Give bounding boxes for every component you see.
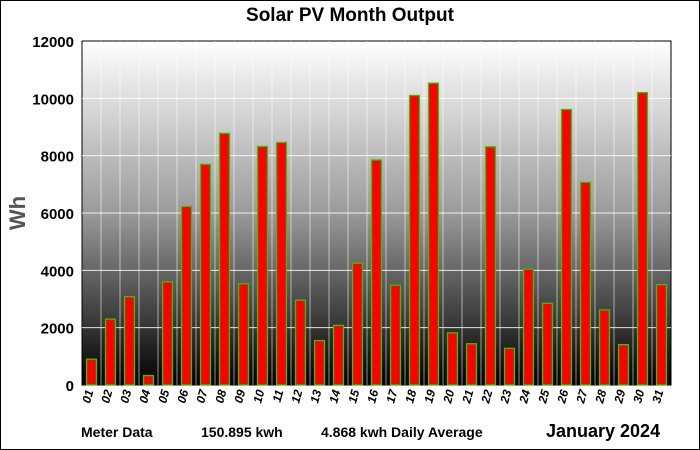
- x-tick-label: 12: [288, 388, 305, 405]
- bar: [560, 108, 573, 386]
- x-tick-label: 05: [155, 388, 172, 405]
- bar-series: [85, 82, 668, 386]
- bar: [161, 281, 174, 386]
- chart-title: Solar PV Month Output: [246, 5, 455, 26]
- bar: [389, 284, 402, 386]
- y-tick-label: 0: [66, 378, 74, 395]
- y-tick-label: 8000: [41, 149, 74, 166]
- bar: [370, 159, 383, 386]
- x-tick-label: 24: [516, 388, 533, 406]
- bar: [655, 284, 668, 386]
- x-tick-label: 27: [573, 387, 591, 406]
- bar: [104, 318, 117, 386]
- grid-lines: [82, 41, 671, 385]
- x-tick-label: 07: [193, 387, 210, 405]
- x-tick-label: 15: [345, 388, 362, 405]
- daily-average: 4.868 kwh Daily Average: [321, 424, 483, 440]
- x-tick-label: 11: [270, 388, 287, 404]
- month-label: January 2024: [546, 421, 661, 441]
- x-tick-label: 02: [98, 388, 115, 405]
- bar: [579, 181, 592, 386]
- x-tick-label: 23: [497, 388, 514, 406]
- x-axis-ticks: 01 02 03 04 05 06 07 08 09 10 11 12 13 14 15 16 17 18 19 20…: [79, 387, 666, 406]
- y-tick-label: 12000: [32, 34, 74, 51]
- total-energy: 150.895 kwh: [201, 424, 283, 440]
- bar: [636, 91, 649, 386]
- bar: [465, 343, 478, 386]
- bar: [617, 343, 630, 386]
- bar: [408, 94, 421, 386]
- y-tick-label: 2000: [41, 321, 74, 338]
- x-tick-label: 29: [611, 388, 628, 406]
- x-tick-label: 09: [231, 388, 248, 405]
- bar: [237, 283, 250, 386]
- bar: [427, 82, 440, 386]
- x-tick-label: 10: [250, 388, 267, 405]
- bar: [484, 146, 497, 386]
- bar: [218, 132, 231, 386]
- bar: [503, 347, 516, 386]
- x-tick-label: 06: [174, 388, 191, 405]
- x-tick-label: 19: [421, 388, 438, 405]
- x-tick-label: 31: [649, 388, 666, 405]
- bar: [294, 299, 307, 386]
- x-tick-label: 16: [364, 388, 381, 405]
- x-tick-label: 25: [535, 388, 552, 406]
- y-tick-label: 6000: [41, 206, 74, 223]
- y-axis-ticks: 0 2000 4000 6000 8000 10000 12000: [32, 34, 74, 395]
- bar: [446, 332, 459, 386]
- x-tick-label: 01: [79, 388, 96, 405]
- meter-data-label: Meter Data: [81, 424, 153, 440]
- x-tick-label: 30: [630, 388, 647, 405]
- bar: [598, 309, 611, 386]
- x-tick-label: 04: [136, 388, 153, 405]
- y-tick-label: 4000: [41, 263, 74, 280]
- x-tick-label: 22: [478, 388, 495, 406]
- x-tick-label: 13: [307, 388, 324, 405]
- y-tick-label: 10000: [32, 91, 74, 108]
- bar: [142, 374, 155, 386]
- x-tick-label: 20: [440, 388, 457, 406]
- bar: [522, 268, 535, 386]
- x-tick-label: 26: [554, 388, 571, 406]
- bar: [351, 262, 364, 386]
- bar: [180, 205, 193, 386]
- bar: [313, 339, 326, 386]
- bar: [275, 141, 288, 386]
- bar: [541, 302, 554, 386]
- x-tick-label: 21: [459, 388, 476, 406]
- bar: [256, 145, 269, 386]
- x-tick-label: 18: [402, 388, 419, 405]
- x-tick-label: 17: [383, 387, 400, 405]
- x-tick-label: 14: [326, 388, 343, 405]
- bar: [332, 324, 345, 386]
- x-tick-label: 28: [592, 388, 609, 406]
- y-axis-label: Wh: [5, 196, 30, 230]
- bar: [199, 163, 212, 386]
- bar: [85, 358, 98, 386]
- bar: [123, 296, 136, 386]
- x-tick-label: 03: [117, 388, 134, 405]
- x-tick-label: 08: [212, 388, 229, 405]
